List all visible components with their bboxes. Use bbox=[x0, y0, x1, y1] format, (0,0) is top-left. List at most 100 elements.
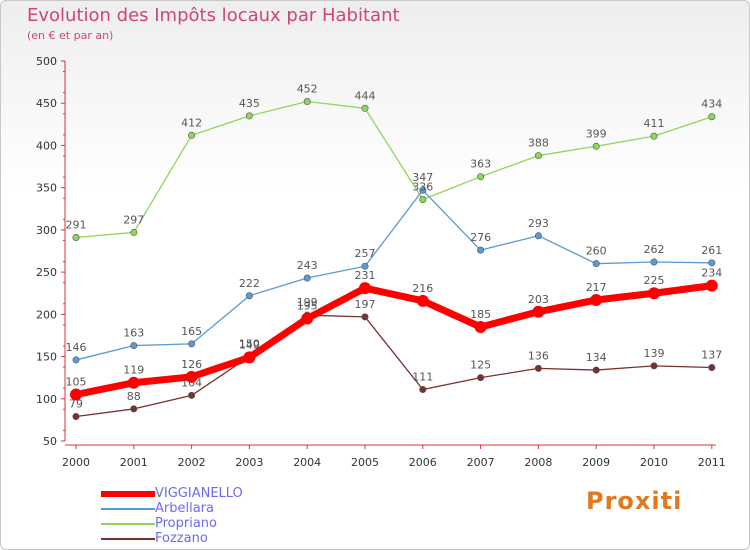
data-point-fozzano bbox=[650, 362, 658, 370]
data-point-propriano bbox=[130, 228, 138, 236]
data-point-propriano bbox=[477, 173, 485, 181]
data-point-propriano bbox=[650, 132, 658, 140]
data-label-viggianello: 149 bbox=[239, 338, 260, 351]
data-point-propriano bbox=[188, 131, 196, 139]
y-tick-label: 50 bbox=[43, 435, 57, 448]
data-point-fozzano bbox=[534, 364, 542, 372]
x-tick-label: 2003 bbox=[235, 456, 263, 469]
data-label-arbellara: 347 bbox=[412, 171, 433, 184]
data-point-propriano bbox=[245, 112, 253, 120]
data-point-arbellara bbox=[72, 356, 80, 364]
data-label-propriano: 435 bbox=[239, 97, 260, 110]
x-tick-label: 2011 bbox=[698, 456, 726, 469]
series-line-viggianello bbox=[72, 282, 716, 399]
data-label-fozzano: 104 bbox=[181, 376, 202, 389]
x-tick-label: 2010 bbox=[640, 456, 668, 469]
data-point-viggianello bbox=[532, 305, 545, 318]
data-label-propriano: 297 bbox=[123, 213, 144, 226]
data-label-propriano: 444 bbox=[355, 89, 376, 102]
chart-subtitle: (en € et par an) bbox=[27, 29, 114, 42]
legend-swatch-propriano bbox=[101, 523, 155, 525]
data-label-viggianello: 195 bbox=[297, 300, 318, 313]
y-tick-label: 350 bbox=[36, 182, 57, 195]
chart-title: Evolution des Impôts locaux par Habitant bbox=[27, 5, 400, 26]
data-point-arbellara bbox=[245, 292, 253, 300]
data-point-viggianello bbox=[301, 312, 314, 325]
data-point-viggianello bbox=[243, 351, 256, 364]
data-point-viggianello bbox=[705, 279, 718, 292]
data-point-arbellara bbox=[361, 262, 369, 270]
data-label-propriano: 412 bbox=[181, 116, 202, 129]
data-point-arbellara bbox=[592, 260, 600, 268]
data-label-arbellara: 222 bbox=[239, 277, 260, 290]
data-point-arbellara bbox=[130, 342, 138, 350]
x-tick-label: 2005 bbox=[351, 456, 379, 469]
data-label-fozzano: 134 bbox=[586, 351, 607, 364]
x-tick-label: 2009 bbox=[582, 456, 610, 469]
data-point-arbellara bbox=[708, 259, 716, 267]
data-point-fozzano bbox=[361, 313, 369, 321]
data-point-arbellara bbox=[477, 246, 485, 254]
data-label-fozzano: 136 bbox=[528, 349, 549, 362]
data-point-arbellara bbox=[303, 274, 311, 282]
series-line-propriano bbox=[75, 100, 713, 239]
data-point-propriano bbox=[534, 152, 542, 160]
x-tick-label: 2001 bbox=[120, 456, 148, 469]
series-layer bbox=[70, 98, 718, 421]
y-tick-label: 400 bbox=[36, 139, 57, 152]
data-label-propriano: 434 bbox=[701, 98, 722, 111]
data-point-fozzano bbox=[592, 366, 600, 374]
data-point-propriano bbox=[361, 104, 369, 112]
data-point-viggianello bbox=[70, 388, 82, 401]
data-label-arbellara: 276 bbox=[470, 231, 491, 244]
data-label-viggianello: 216 bbox=[412, 282, 433, 295]
y-tick-label: 100 bbox=[36, 393, 57, 406]
proxiti-logo: Proxiti bbox=[586, 487, 683, 515]
legend-label-arbellara: Arbellara bbox=[155, 501, 214, 516]
y-tick-label: 450 bbox=[36, 97, 57, 110]
data-label-arbellara: 257 bbox=[355, 247, 376, 260]
legend-swatch-viggianello bbox=[101, 491, 155, 497]
data-point-arbellara bbox=[419, 186, 427, 194]
data-label-fozzano: 150 bbox=[239, 338, 260, 351]
data-point-viggianello bbox=[474, 321, 487, 333]
x-tick-label: 2006 bbox=[409, 456, 437, 469]
data-labels-layer: 291 297 412 435 452 444 336 363 388 399 411 434 146 1… bbox=[66, 83, 723, 411]
data-point-viggianello bbox=[416, 294, 429, 307]
data-point-arbellara bbox=[188, 340, 196, 348]
data-label-viggianello: 119 bbox=[123, 364, 144, 377]
data-point-fozzano bbox=[188, 391, 196, 399]
legend-swatch-arbellara bbox=[101, 508, 155, 510]
data-label-arbellara: 146 bbox=[66, 341, 87, 354]
data-point-propriano bbox=[592, 142, 600, 150]
data-label-arbellara: 261 bbox=[701, 244, 722, 257]
axes: 50 100 150 200 250 300 350 400 450 500 2000 2001 200… bbox=[36, 55, 726, 469]
data-point-arbellara bbox=[534, 232, 542, 240]
legend-label-propriano: Propriano bbox=[155, 516, 217, 531]
data-point-propriano bbox=[303, 98, 311, 106]
data-point-propriano bbox=[708, 113, 716, 121]
series-line-fozzano bbox=[75, 314, 713, 418]
data-point-viggianello bbox=[359, 282, 371, 295]
data-label-propriano: 336 bbox=[412, 180, 433, 193]
data-label-fozzano: 199 bbox=[297, 296, 318, 309]
data-label-arbellara: 262 bbox=[644, 243, 665, 256]
data-point-fozzano bbox=[419, 385, 427, 393]
data-point-fozzano bbox=[72, 413, 80, 421]
data-label-propriano: 363 bbox=[470, 158, 491, 171]
data-label-fozzano: 111 bbox=[412, 370, 433, 383]
x-tick-label: 2002 bbox=[178, 456, 206, 469]
data-label-arbellara: 165 bbox=[181, 325, 202, 338]
x-tick-label: 2004 bbox=[293, 456, 321, 469]
data-label-fozzano: 137 bbox=[701, 349, 722, 362]
data-label-viggianello: 185 bbox=[470, 308, 491, 321]
data-label-propriano: 291 bbox=[66, 218, 87, 231]
x-tick-label: 2000 bbox=[62, 456, 90, 469]
data-label-fozzano: 139 bbox=[644, 347, 665, 360]
data-point-propriano bbox=[72, 233, 80, 241]
data-point-viggianello bbox=[127, 376, 140, 389]
data-point-propriano bbox=[419, 195, 427, 203]
data-label-arbellara: 243 bbox=[297, 259, 318, 272]
